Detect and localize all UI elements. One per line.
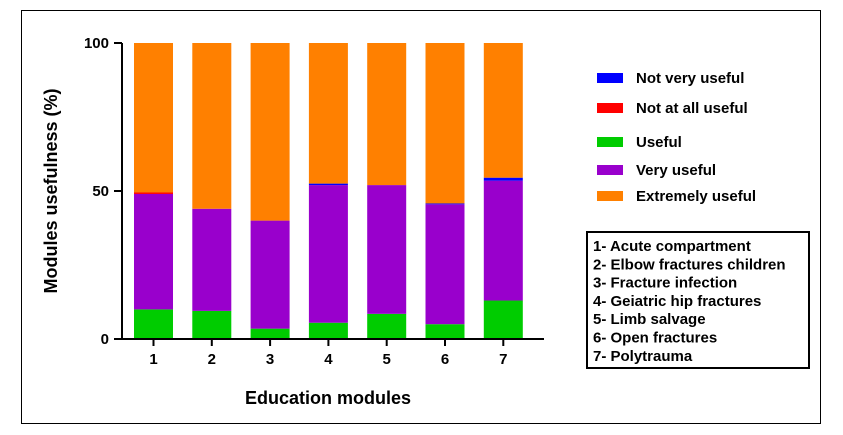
module-key-item-6: 6- Open fractures [593,330,717,347]
y-tick-label-0: 0 [101,331,109,348]
bar-segment-extremely-useful-2 [192,43,232,209]
legend: Not very useful Not at all useful Useful Ve… [597,70,756,205]
bar-segment-very-useful-1 [134,193,173,310]
legend-label-not-very-useful: Not very useful [636,70,744,87]
x-tick-label-5: 5 [383,351,391,368]
bar-segment-very-useful-4 [308,185,348,323]
bar-segment-very-useful-6 [425,204,465,325]
bar-segment-not-very-useful-7 [483,177,523,181]
legend-label-not-at-all-useful: Not at all useful [636,100,748,117]
bar-segment-useful-1 [134,309,173,339]
module-key-item-4: 4- Geiatric hip fractures [593,293,761,310]
bar-segment-useful-2 [192,310,232,339]
bar-segment-not-very-useful-6 [425,203,465,205]
bar-segment-not-very-useful-4 [308,183,348,186]
bar-segment-useful-6 [425,324,465,339]
module-key-item-3: 3- Fracture infection [593,275,737,292]
bar-segment-not-at-all-useful-1 [134,192,173,194]
legend-swatch-not-very-useful [597,73,623,83]
x-tick-label-2: 2 [208,351,216,368]
module-key-item-7: 7- Polytrauma [593,348,693,365]
bar-segment-useful-3 [250,328,290,339]
bar-segment-useful-5 [367,313,407,339]
x-tick-label-6: 6 [441,351,449,368]
module-key-item-5: 5- Limb salvage [593,311,706,328]
module-key-item-2: 2- Elbow fractures children [593,256,786,273]
bar-segment-extremely-useful-6 [425,43,465,204]
bar-segment-extremely-useful-3 [250,43,290,221]
y-ticks-group: 0 50 100 [84,35,122,348]
bar-segment-very-useful-5 [367,185,407,314]
bar-segment-very-useful-7 [483,180,523,301]
x-tick-label-4: 4 [324,351,333,368]
bar-segment-very-useful-2 [192,208,232,311]
x-ticks-group: 1 2 3 4 5 6 7 [149,339,507,368]
bar-segment-extremely-useful-1 [134,43,173,193]
legend-label-very-useful: Very useful [636,162,716,179]
x-tick-label-3: 3 [266,351,274,368]
y-axis-title: Modules usefulness (%) [41,88,61,293]
bar-segment-useful-4 [308,322,348,339]
module-key-box [586,231,810,369]
y-tick-label-50: 50 [92,183,109,200]
bar-segment-extremely-useful-7 [483,43,523,178]
bar-segment-extremely-useful-4 [308,43,348,184]
bar-segment-useful-7 [483,300,523,339]
bar-segment-very-useful-3 [250,220,290,329]
y-tick-label-100: 100 [84,35,109,52]
module-key-item-1: 1- Acute compartment [593,238,751,255]
legend-swatch-very-useful [597,165,623,175]
legend-label-useful: Useful [636,134,682,151]
legend-label-extremely-useful: Extremely useful [636,188,756,205]
bars-group [134,43,523,339]
legend-swatch-extremely-useful [597,191,623,201]
x-tick-label-1: 1 [149,351,157,368]
bar-segment-extremely-useful-5 [367,43,407,186]
legend-swatch-not-at-all-useful [597,103,623,113]
x-tick-label-7: 7 [499,351,507,368]
x-axis-title: Education modules [245,388,411,408]
legend-swatch-useful [597,137,623,147]
